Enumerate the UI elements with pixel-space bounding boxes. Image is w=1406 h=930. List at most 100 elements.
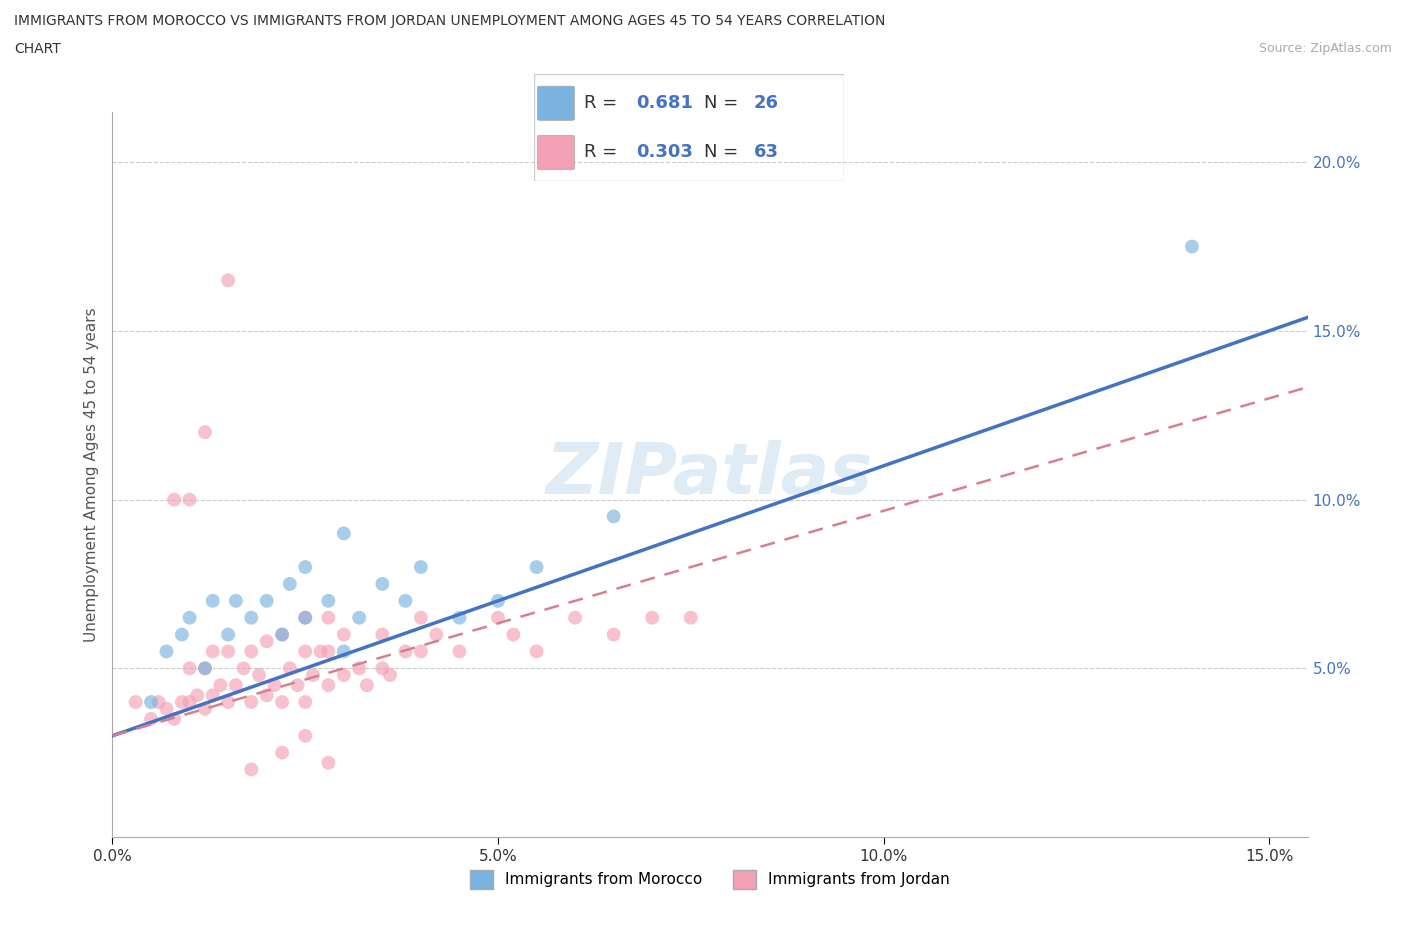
Point [256, 688, 278, 703]
Point [139, 711, 162, 726]
Point [294, 728, 316, 743]
Point [124, 695, 146, 710]
Point [271, 627, 294, 642]
Point [148, 695, 170, 710]
Point [347, 661, 370, 676]
Point [371, 661, 394, 676]
Point [256, 634, 278, 649]
Point [333, 627, 356, 642]
Point [378, 668, 401, 683]
Point [170, 627, 193, 642]
Point [179, 661, 201, 676]
Point [356, 678, 378, 693]
Text: ZIPatlas: ZIPatlas [547, 440, 873, 509]
Point [564, 610, 586, 625]
Point [209, 678, 232, 693]
Point [318, 755, 340, 770]
Point [347, 610, 370, 625]
Point [333, 644, 356, 658]
Point [641, 610, 664, 625]
Point [139, 695, 162, 710]
Point [163, 492, 186, 507]
Point [271, 745, 294, 760]
Point [679, 610, 702, 625]
Point [155, 644, 177, 658]
Point [425, 627, 447, 642]
Point [333, 525, 356, 540]
Point [449, 610, 471, 625]
Point [217, 272, 239, 287]
Point [318, 593, 340, 608]
Point [194, 661, 217, 676]
Point [486, 593, 509, 608]
Point [294, 644, 316, 658]
Point [217, 627, 239, 642]
Point [201, 688, 224, 703]
Point [294, 560, 316, 575]
Point [179, 695, 201, 710]
Point [278, 577, 301, 591]
Point [302, 668, 325, 683]
Point [201, 593, 224, 608]
Point [271, 627, 294, 642]
Text: Source: ZipAtlas.com: Source: ZipAtlas.com [1258, 42, 1392, 55]
Point [194, 425, 217, 440]
Point [194, 661, 217, 676]
Point [201, 644, 224, 658]
FancyBboxPatch shape [537, 136, 575, 169]
Point [294, 695, 316, 710]
Point [449, 644, 471, 658]
Point [409, 560, 432, 575]
Point [526, 644, 548, 658]
Text: R =: R = [583, 143, 623, 162]
Point [371, 577, 394, 591]
Point [394, 593, 416, 608]
Point [371, 627, 394, 642]
Point [271, 695, 294, 710]
Point [217, 695, 239, 710]
Y-axis label: Unemployment Among Ages 45 to 54 years: Unemployment Among Ages 45 to 54 years [83, 307, 98, 642]
Point [502, 627, 524, 642]
Text: CHART: CHART [14, 42, 60, 56]
Point [247, 668, 270, 683]
Point [318, 678, 340, 693]
Point [240, 644, 263, 658]
Text: 26: 26 [754, 94, 779, 113]
Legend: Immigrants from Morocco, Immigrants from Jordan: Immigrants from Morocco, Immigrants from… [464, 864, 956, 895]
Point [163, 711, 186, 726]
Point [225, 678, 247, 693]
Point [309, 644, 332, 658]
Point [278, 661, 301, 676]
Point [155, 701, 177, 716]
Point [318, 610, 340, 625]
Point [333, 668, 356, 683]
FancyBboxPatch shape [537, 86, 575, 120]
Point [602, 509, 624, 524]
Point [263, 678, 285, 693]
Text: R =: R = [583, 94, 623, 113]
Point [232, 661, 254, 676]
Point [287, 678, 309, 693]
Text: N =: N = [704, 143, 744, 162]
Point [240, 610, 263, 625]
Text: 0.681: 0.681 [637, 94, 693, 113]
Point [240, 762, 263, 777]
Point [194, 701, 217, 716]
Point [294, 610, 316, 625]
Point [602, 627, 624, 642]
Point [526, 560, 548, 575]
Point [179, 492, 201, 507]
Point [179, 610, 201, 625]
Point [486, 610, 509, 625]
Text: 63: 63 [754, 143, 779, 162]
Point [256, 593, 278, 608]
Text: N =: N = [704, 94, 744, 113]
Point [294, 610, 316, 625]
Point [1181, 239, 1204, 254]
Point [394, 644, 416, 658]
Point [170, 695, 193, 710]
Point [409, 644, 432, 658]
Point [186, 688, 208, 703]
Text: IMMIGRANTS FROM MOROCCO VS IMMIGRANTS FROM JORDAN UNEMPLOYMENT AMONG AGES 45 TO : IMMIGRANTS FROM MOROCCO VS IMMIGRANTS FR… [14, 14, 886, 28]
Point [225, 593, 247, 608]
